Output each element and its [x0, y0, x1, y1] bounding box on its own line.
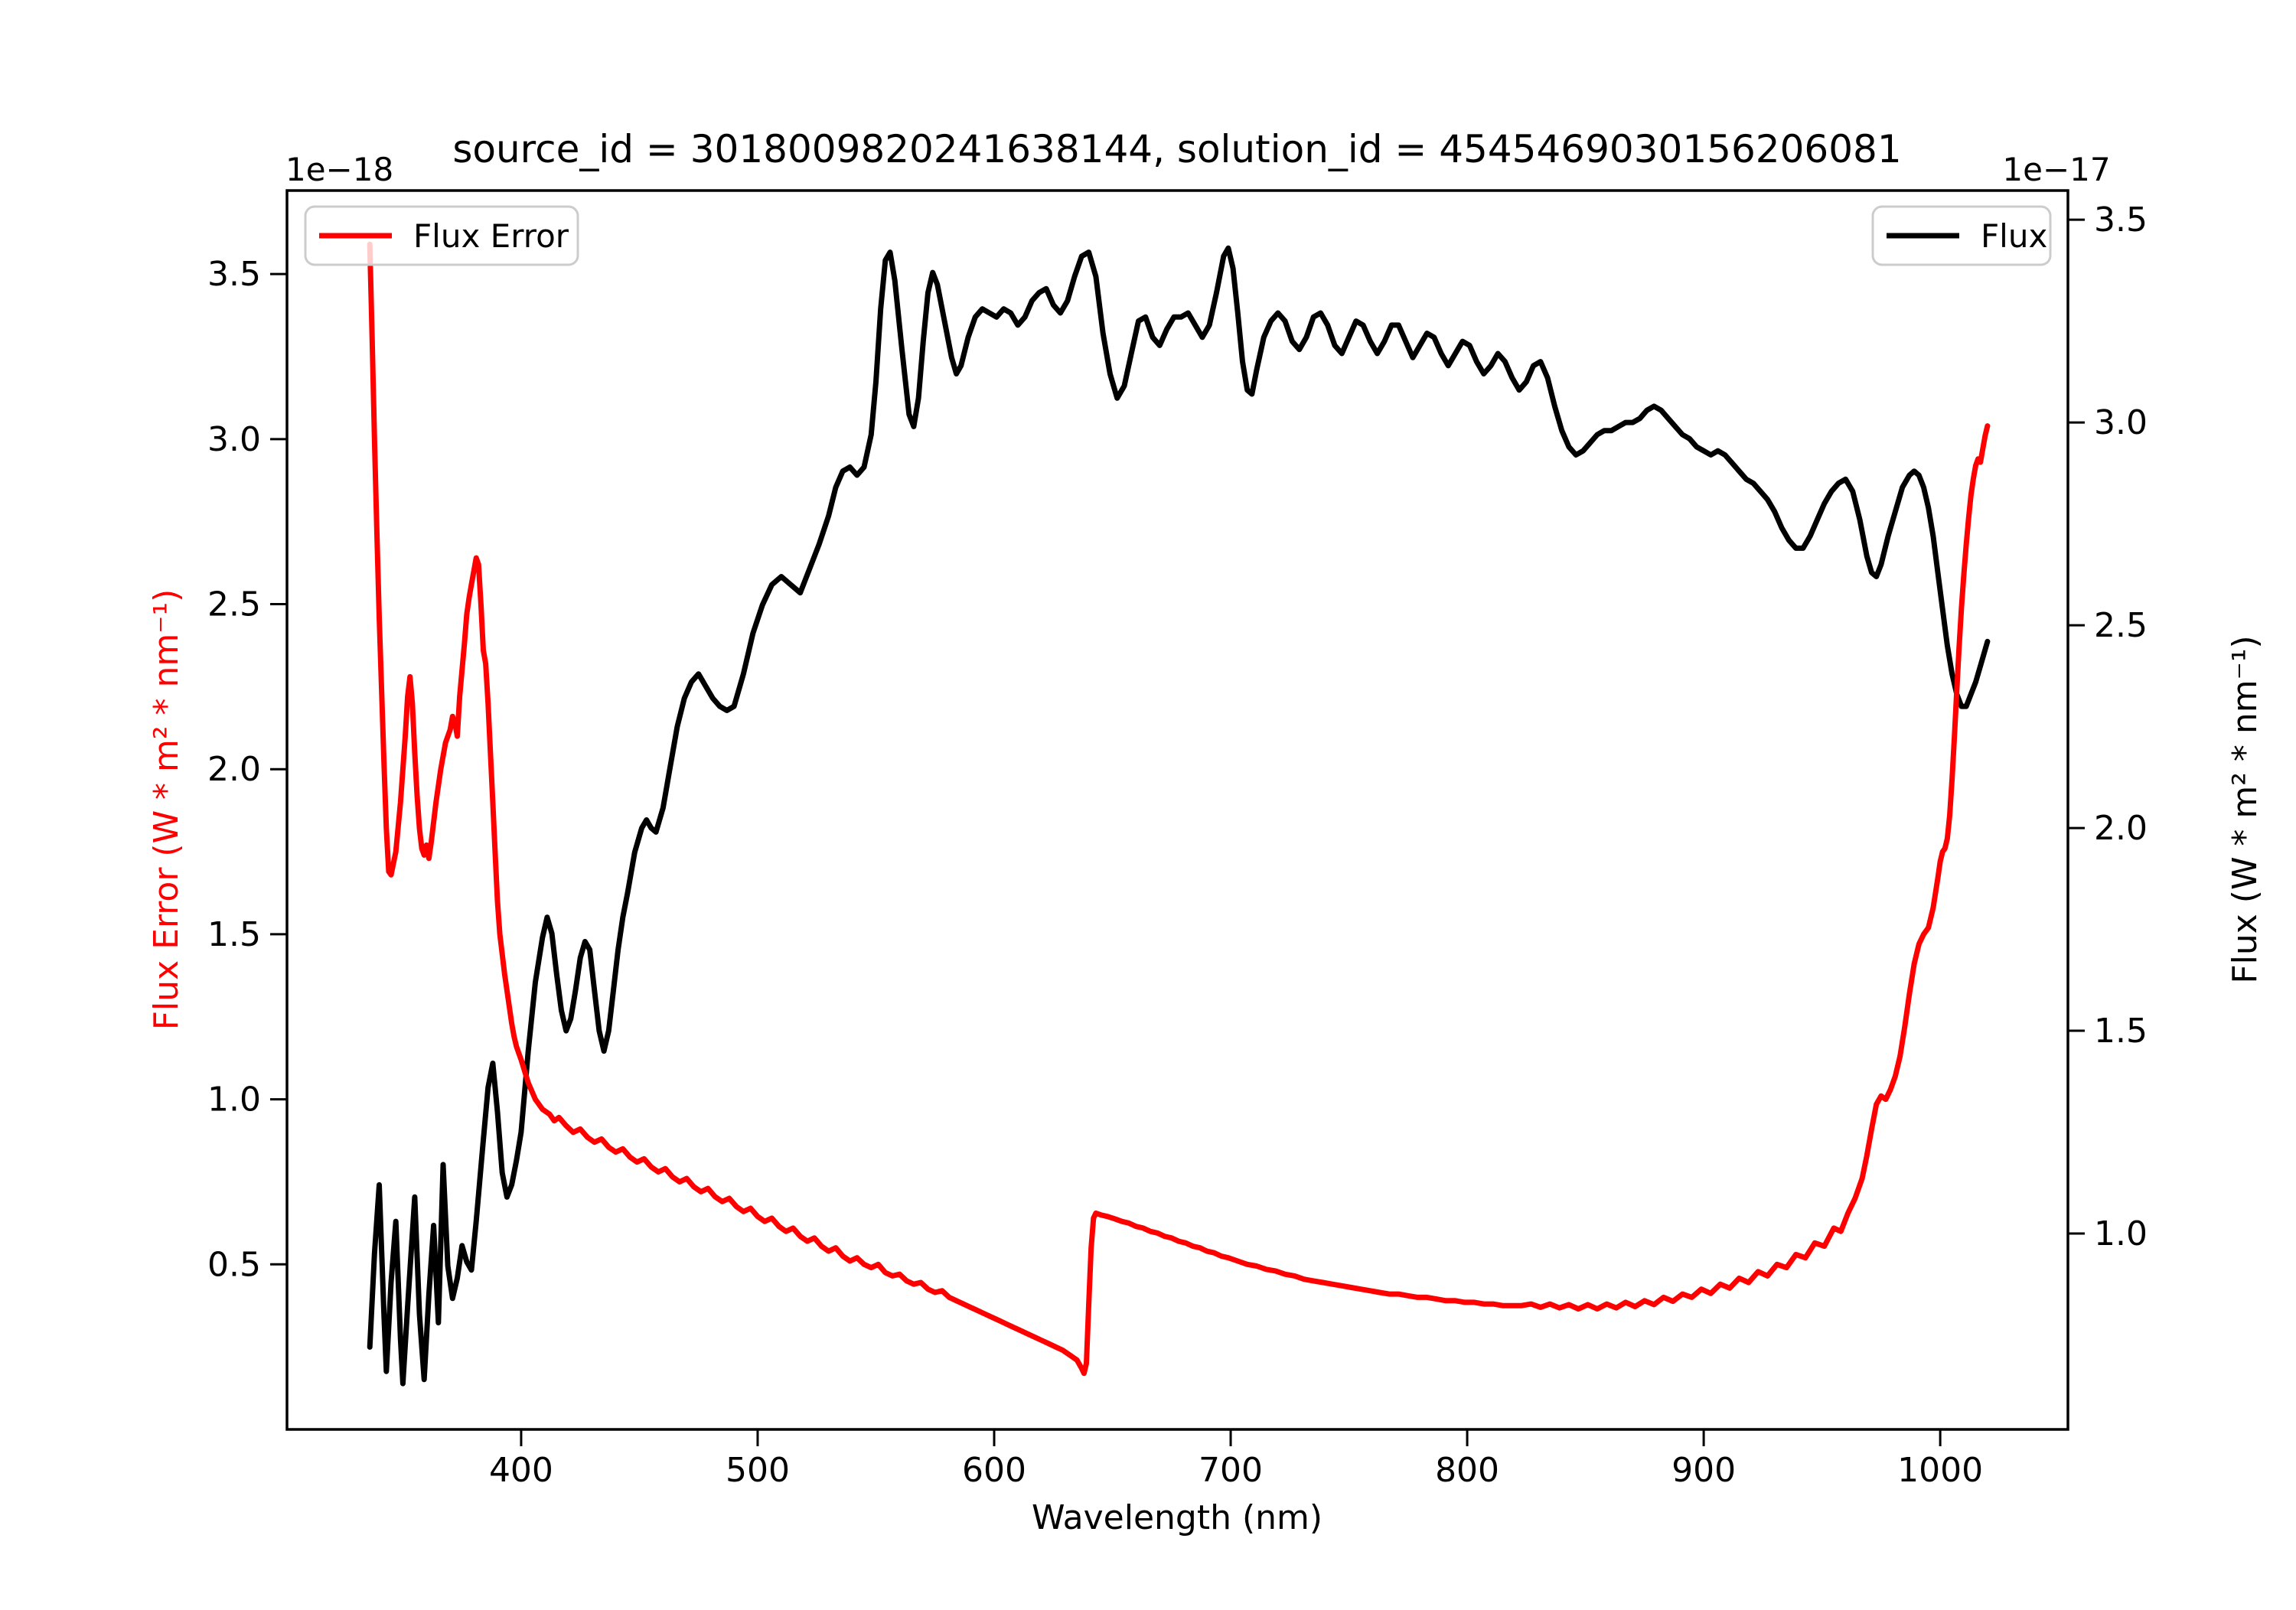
flux-error-line — [367, 241, 1991, 1377]
legend-flux-label: Flux — [1981, 217, 2047, 255]
right-tick-label: 2.0 — [2094, 809, 2148, 848]
left-axis-ticks: 0.5 1.0 1.5 2.0 2.5 3.0 3.5 — [207, 255, 287, 1284]
right-axis-ticks: 1.0 1.5 2.0 2.5 3.0 3.5 — [2068, 200, 2148, 1253]
left-axis-offset-label: 1e−18 — [285, 151, 393, 188]
legend-flux-error-label: Flux Error — [413, 217, 569, 255]
legend-flux-error: Flux Error — [304, 205, 579, 266]
x-tick-label: 1000 — [1897, 1451, 1983, 1490]
chart-title: source_id = 3018009820241638144, solutio… — [452, 127, 1901, 171]
left-tick-label: 1.0 — [207, 1080, 261, 1120]
x-tick-label: 500 — [726, 1451, 790, 1490]
x-tick-label: 900 — [1671, 1451, 1736, 1490]
left-tick-label: 2.0 — [207, 750, 261, 789]
right-tick-label: 1.5 — [2094, 1012, 2148, 1051]
x-axis-label: Wavelength (nm) — [1032, 1498, 1322, 1537]
left-tick-label: 3.0 — [207, 420, 261, 459]
x-tick-label: 600 — [962, 1451, 1026, 1490]
plot-area — [285, 189, 2069, 1431]
right-tick-label: 3.5 — [2094, 200, 2148, 240]
left-tick-label: 2.5 — [207, 585, 261, 624]
right-tick-label: 3.0 — [2094, 403, 2148, 442]
flux-line — [367, 245, 1991, 1387]
legend-flux-box — [1871, 205, 2052, 266]
left-tick-label: 0.5 — [207, 1245, 261, 1284]
x-tick-label: 400 — [489, 1451, 553, 1490]
x-tick-label: 700 — [1199, 1451, 1263, 1490]
left-tick-label: 3.5 — [207, 255, 261, 294]
left-axis-label: Flux Error (W * m² * nm⁻¹) — [147, 589, 186, 1031]
right-tick-label: 2.5 — [2094, 606, 2148, 645]
right-axis-offset-label: 1e−17 — [2002, 151, 2110, 188]
x-axis-ticks: 400 500 600 700 800 900 1000 — [489, 1429, 1983, 1490]
left-tick-label: 1.5 — [207, 915, 261, 954]
right-axis-label: Flux (W * m² * nm⁻¹) — [2226, 635, 2265, 983]
right-tick-label: 1.0 — [2094, 1214, 2148, 1253]
legend-flux: Flux — [1871, 205, 2052, 266]
legend-flux-error-box — [304, 205, 579, 266]
x-tick-label: 800 — [1435, 1451, 1499, 1490]
